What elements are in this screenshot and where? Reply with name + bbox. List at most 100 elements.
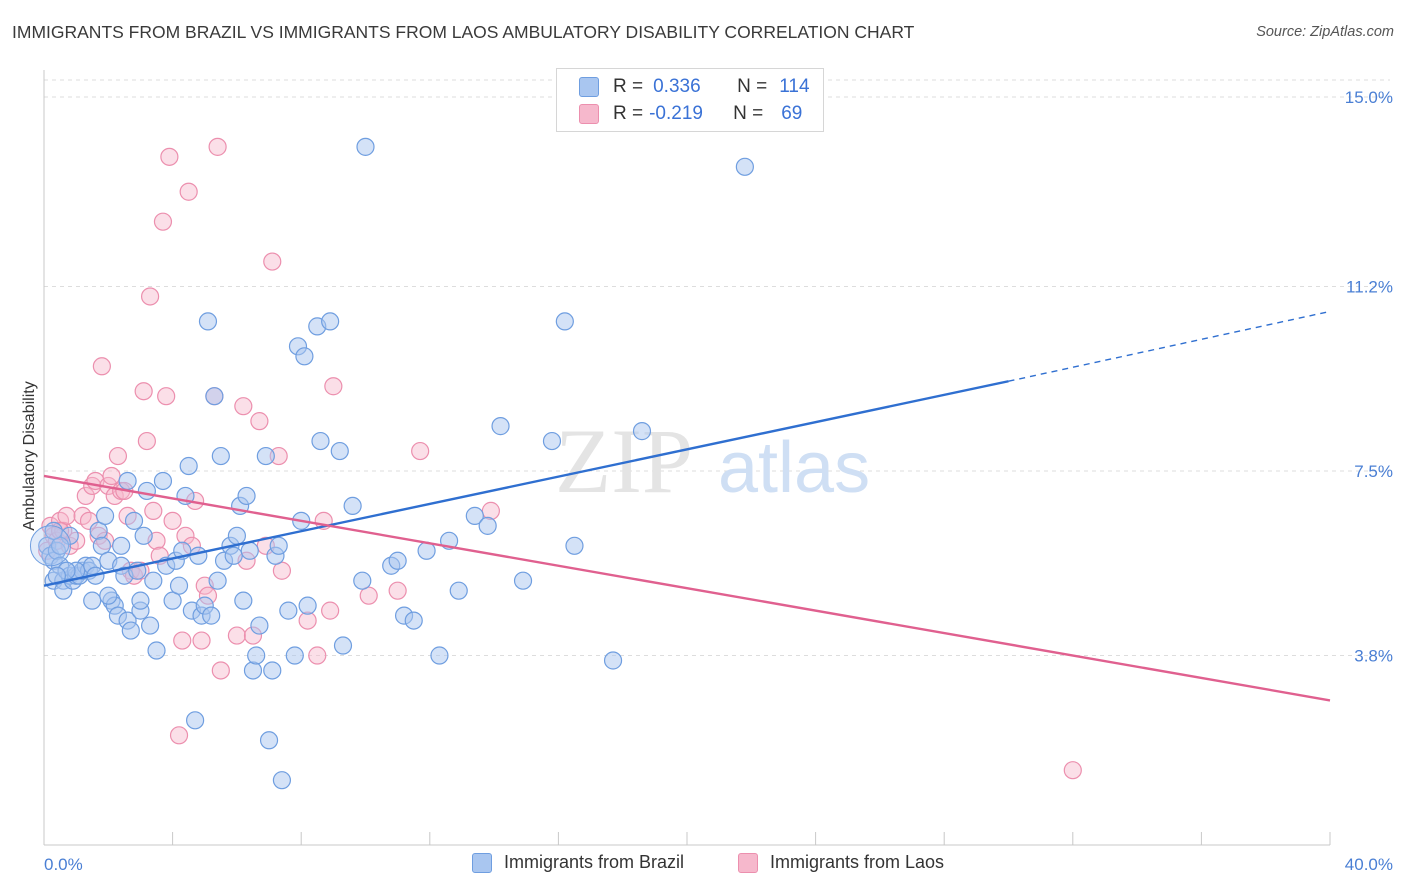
laos-point	[137, 431, 156, 451]
y-tick-label: 7.5%	[1354, 462, 1393, 481]
brazil-point	[295, 347, 314, 366]
brazil-point	[491, 417, 510, 436]
brazil-point	[272, 771, 292, 790]
brazil-point	[285, 646, 304, 665]
brazil-point	[542, 431, 562, 451]
legend-n-brazil: 114	[779, 76, 810, 97]
legend-r-label: R =	[613, 76, 644, 97]
laos-point	[173, 631, 192, 650]
brazil-point	[565, 536, 584, 555]
brazil-point	[137, 481, 156, 501]
laos-point	[163, 511, 182, 530]
brazil-point	[269, 536, 288, 555]
laos-point	[359, 586, 378, 605]
brazil-point	[555, 312, 574, 331]
laos-point	[388, 581, 407, 600]
brazil-point	[186, 711, 205, 730]
brazil-point	[44, 521, 63, 540]
brazil-point	[179, 456, 198, 476]
brazil-point	[112, 536, 131, 555]
trend-lines	[43, 310, 1331, 702]
brazil-point	[735, 157, 754, 176]
brazil-point	[144, 571, 163, 590]
legend-n-label: N =	[737, 76, 768, 97]
y-tick-label: 11.2%	[1346, 277, 1393, 296]
brazil-point	[330, 441, 349, 461]
laos-point	[108, 446, 128, 466]
legend-row-laos: R = -0.219 N = 69	[579, 102, 802, 126]
brazil-point	[449, 581, 468, 600]
brazil-point	[333, 636, 353, 655]
laos-point	[179, 182, 198, 201]
legend-r-label: R =	[613, 103, 644, 124]
brazil-point	[343, 496, 362, 516]
laos-point	[134, 382, 153, 401]
brazil-point	[50, 536, 70, 555]
y-tick-label: 3.8%	[1354, 647, 1393, 666]
chart-source: Source: ZipAtlas.com	[1256, 24, 1394, 40]
laos-point	[160, 147, 179, 166]
laos-point	[76, 486, 95, 506]
brazil-point	[243, 661, 263, 680]
y-axis-label: Ambulatory Disability	[21, 381, 38, 530]
laos-trend-line	[43, 474, 1331, 702]
laos-point	[157, 387, 176, 406]
legend-n-laos: 69	[781, 103, 803, 124]
x-axis-ticks	[172, 832, 1331, 845]
brazil-point	[234, 591, 253, 610]
laos-point	[321, 601, 340, 620]
laos-point	[250, 412, 269, 431]
brazil-point	[263, 661, 282, 680]
brazil-point	[198, 312, 218, 331]
brazil-point	[169, 576, 189, 595]
legend-r-brazil: 0.336	[653, 76, 701, 97]
brazil-point	[131, 591, 150, 610]
brazil-point	[388, 551, 407, 570]
brazil-point	[279, 601, 298, 620]
laos-point	[324, 377, 343, 396]
brazil-point	[321, 312, 340, 331]
laos-point	[481, 501, 500, 520]
chart-title: IMMIGRANTS FROM BRAZIL VS IMMIGRANTS FRO…	[12, 22, 915, 42]
brazil-point	[247, 646, 266, 665]
brazil-points	[29, 137, 754, 790]
brazil-point	[478, 516, 497, 535]
bottom-swatch-brazil	[472, 852, 492, 873]
brazil-point	[465, 506, 484, 525]
brazil-point	[124, 511, 144, 530]
laos-point	[192, 631, 211, 650]
brazil-point	[202, 606, 221, 625]
watermark: ZIP atlas	[555, 410, 870, 512]
watermark-atlas: atlas	[718, 428, 870, 508]
laos-point	[308, 646, 327, 665]
brazil-point	[211, 446, 230, 466]
legend-swatch-laos	[579, 104, 599, 124]
brazil-point	[237, 486, 256, 506]
legend-row-brazil: R = 0.336 N = 114	[579, 75, 810, 99]
laos-point	[102, 466, 121, 486]
x-tick-label-left: 0.0%	[44, 855, 83, 874]
bottom-legend-laos: Immigrants from Laos	[738, 852, 944, 873]
laos-point	[234, 397, 253, 416]
brazil-cluster-point	[29, 525, 71, 567]
bottom-legend-brazil: Immigrants from Brazil	[472, 852, 684, 873]
laos-point	[169, 726, 189, 745]
laos-point	[1063, 761, 1082, 780]
legend-swatch-brazil	[579, 77, 599, 97]
brazil-point	[227, 526, 246, 545]
laos-point	[140, 287, 160, 306]
brazil-trend-line	[43, 380, 1009, 587]
x-tick-label-right: 40.0%	[1345, 855, 1393, 874]
brazil-point	[147, 641, 166, 660]
brazil-point	[224, 546, 243, 565]
brazil-point	[99, 586, 118, 605]
laos-point	[272, 561, 292, 580]
brazil-point	[189, 546, 208, 565]
brazil-point	[259, 731, 279, 750]
brazil-point	[250, 616, 269, 635]
brazil-point	[208, 571, 227, 590]
laos-point	[208, 137, 227, 156]
laos-point	[144, 501, 163, 520]
laos-point	[153, 212, 173, 231]
